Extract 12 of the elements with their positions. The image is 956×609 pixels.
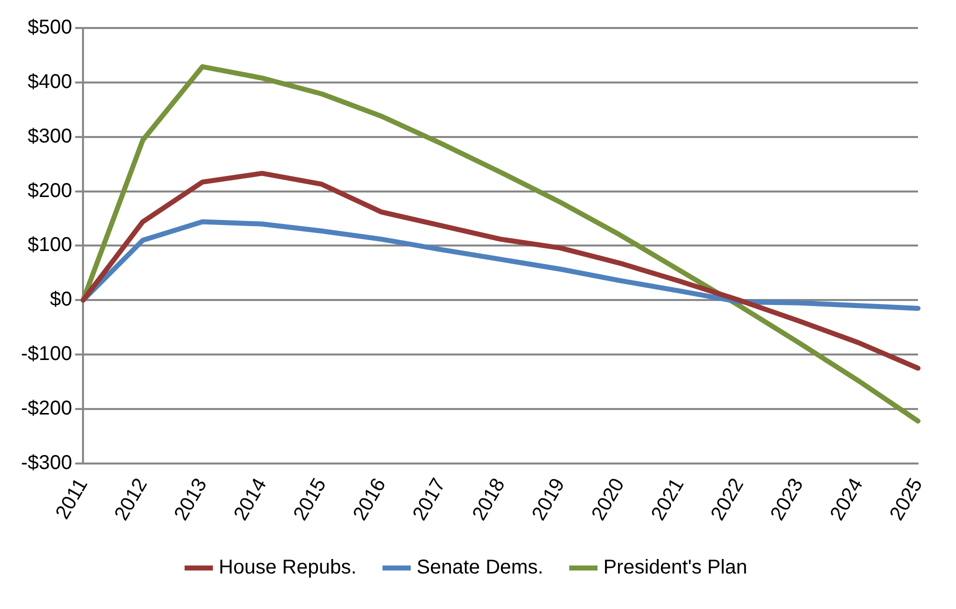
legend-label: Senate Dems. (416, 556, 544, 579)
y-tick-label: $500 (28, 16, 72, 39)
y-tick-label: -$300 (20, 452, 72, 474)
y-tick-label: $400 (28, 70, 72, 93)
y-tick-label: $0 (50, 288, 72, 311)
legend-label: President's Plan (603, 556, 748, 579)
y-tick-label: $300 (28, 125, 72, 148)
y-tick-label: -$100 (20, 343, 72, 366)
y-tick-label: -$200 (20, 398, 72, 420)
y-tick-label: $100 (28, 234, 72, 256)
y-tick-label: $200 (28, 180, 72, 202)
legend-label: House Repubs. (218, 556, 357, 579)
